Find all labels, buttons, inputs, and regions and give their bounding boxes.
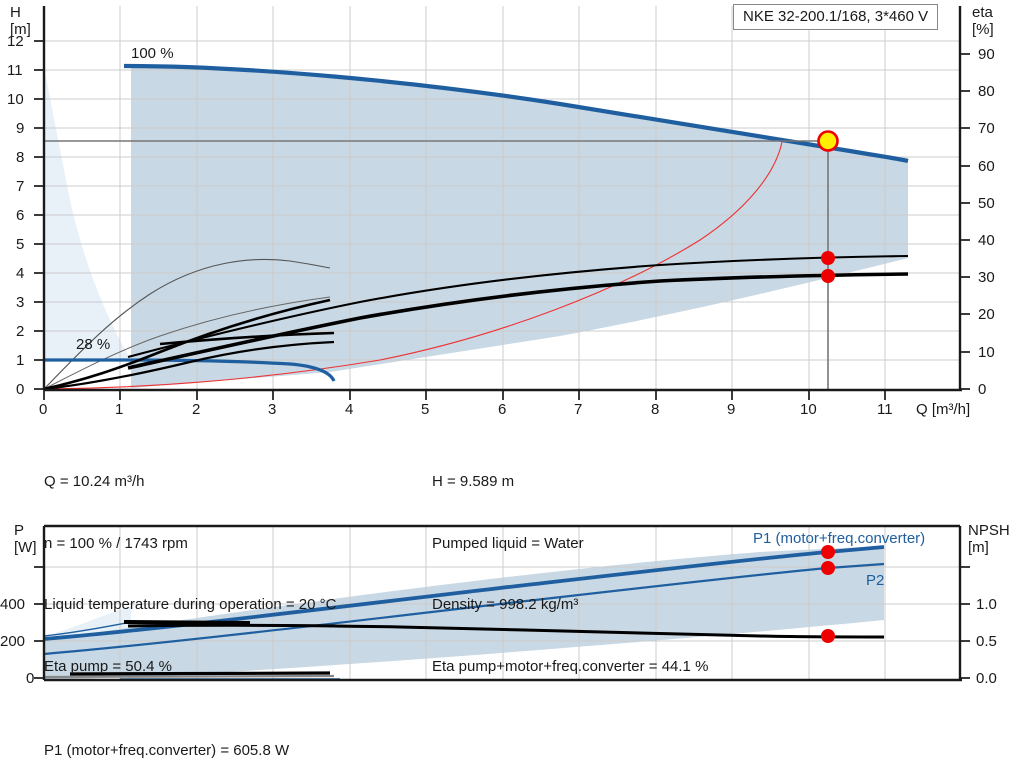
upper-x-tick-11: 11 [877,401,893,418]
upper-x-tick-7: 7 [574,401,583,418]
head-curve-min-speed [44,358,336,382]
duty-info-liquid: Pumped liquid = Water [432,534,584,552]
p1-curve [44,545,885,641]
lower-y-tick-400: 400 [0,596,26,613]
upper-x-tick-6: 6 [498,401,507,418]
lower-y2-axis-label: NPSH [m] [968,522,1010,556]
upper-y2-axis-label: eta [%] [972,4,994,38]
lower-y2-tick-0: 0.0 [976,670,997,687]
upper-x-tick-1: 1 [115,401,124,418]
upper-y2-tick-10: 10 [978,344,995,361]
eta-min-speed-curve [44,258,331,390]
upper-y2-tick-40: 40 [978,232,995,249]
eta-total-curve [127,272,909,370]
upper-x-tick-3: 3 [268,401,277,418]
upper-y2-tick-20: 20 [978,306,995,323]
eta-min-speed-curve-2 [44,296,331,390]
upper-y-tick-3: 3 [16,294,25,311]
upper-y2-tick-80: 80 [978,83,995,100]
p2-min-speed-curve [69,671,331,676]
lower-y-tick-0: 0 [26,670,35,687]
upper-y-tick-11: 11 [7,62,23,79]
upper-y-tick-2: 2 [16,323,25,340]
upper-y-tick-12: 12 [7,33,24,50]
p1-curve-label: P1 (motor+freq.converter) [753,530,926,547]
duty-info-eta-total: Eta pump+motor+freq.converter = 44.1 % [432,657,709,675]
p1-min-speed-curve [44,674,335,679]
duty-info-right: H = 9.589 m Pumped liquid = Water Densit… [432,431,708,718]
upper-axes [34,6,970,400]
upper-x-axis-label: Q [m³/h] [916,401,971,418]
upper-y-tick-10: 10 [7,91,24,108]
upper-x-tick-5: 5 [421,401,430,418]
p2-curve-label: P2 [866,572,885,589]
eta-total-duty-marker [821,269,835,283]
npsh-curve [127,623,885,639]
eta-min-speed-flat [159,331,335,346]
upper-x-tick-10: 10 [800,401,817,418]
upper-y-axis-label: H [m] [10,4,31,38]
pump-title-box: NKE 32-200.1/168, 3*460 V [733,4,939,30]
power-info-p1: P1 (motor+freq.converter) = 605.8 W [44,742,290,759]
upper-y-tick-1: 1 [16,352,25,369]
eta-pump-curve [127,254,909,359]
upper-y2-tick-90: 90 [978,46,995,63]
npsh-curve-start [123,620,251,625]
upper-y-tick-5: 5 [16,236,25,253]
upper-x-tick-9: 9 [727,401,736,418]
upper-y-tick-6: 6 [16,207,25,224]
lower-y-tick-200: 200 [0,633,26,650]
eta-pump-min-speed [44,298,331,390]
duty-info-temp: Liquid temperature during operation = 20… [44,596,337,613]
eta-pump-duty-marker [821,251,835,265]
upper-y2-tick-60: 60 [978,158,995,175]
upper-x-tick-0: 0 [39,401,48,418]
speed-label-min: 28 % [76,336,111,353]
upper-y2-tick-0: 0 [978,381,987,398]
upper-x-tick-2: 2 [192,401,201,418]
lower-y2-tick-05: 0.5 [976,633,997,650]
lower-axes [34,524,970,682]
upper-chart-curves [44,63,909,390]
upper-chart-envelope [44,6,960,390]
duty-info-q: Q = 10.24 m³/h [44,473,145,490]
upper-y-tick-0: 0 [16,381,25,398]
duty-info-n: n = 100 % / 1743 rpm [44,534,188,552]
head-curve-max-speed [123,63,909,164]
duty-info-density: Density = 998.2 kg/m³ [432,596,579,613]
lower-y-axis-label: P [W] [14,522,37,556]
upper-y-tick-7: 7 [16,178,25,195]
p2-duty-marker [821,561,835,575]
upper-x-tick-4: 4 [345,401,354,418]
eta-total-min-speed [44,340,335,390]
lower-chart-envelope [44,526,960,680]
upper-y2-tick-50: 50 [978,195,995,212]
duty-info-left: Q = 10.24 m³/h n = 100 % / 1743 rpm Liqu… [44,431,336,718]
system-curve [44,141,783,390]
envelope-light [44,66,131,360]
duty-point-marker [817,130,839,152]
lower-envelope-main [44,546,884,680]
upper-y-tick-8: 8 [16,149,25,166]
upper-y2-tick-30: 30 [978,269,995,286]
upper-y-tick-4: 4 [16,265,25,282]
p1-duty-marker [821,545,835,559]
upper-y-tick-9: 9 [16,120,25,137]
duty-info-h: H = 9.589 m [432,473,515,490]
envelope-main-body [131,64,908,388]
power-info-block: P1 (motor+freq.converter) = 605.8 W P2 =… [44,700,289,781]
speed-label-max: 100 % [131,45,174,62]
p2-curve [44,562,885,656]
upper-y2-tick-70: 70 [978,120,995,137]
upper-x-tick-8: 8 [651,401,660,418]
duty-info-eta-pump: Eta pump = 50.4 % [44,657,172,675]
npsh-duty-marker [821,629,835,643]
lower-y2-tick-10: 1.0 [976,596,997,613]
lower-grid-vertical [119,526,886,680]
